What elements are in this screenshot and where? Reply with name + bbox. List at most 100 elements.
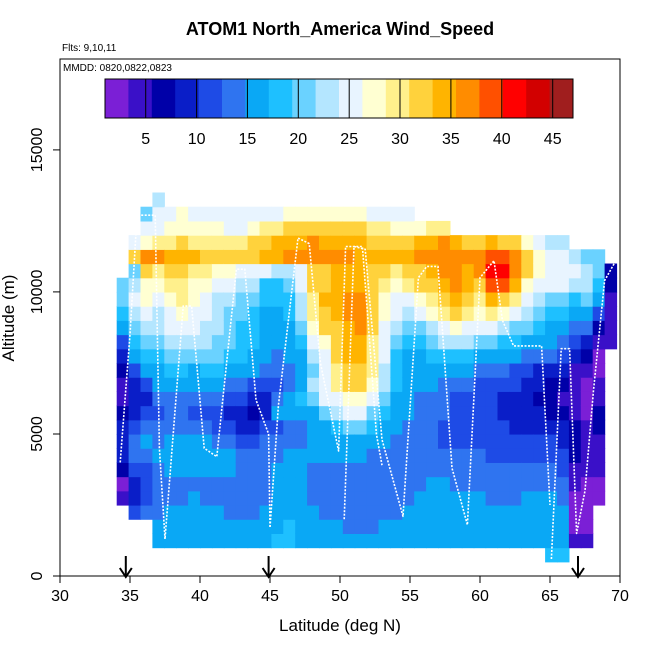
heat-cell: [283, 291, 296, 307]
heat-cell: [211, 533, 225, 549]
heat-cell: [152, 306, 165, 321]
colorbar-segment: [222, 79, 246, 118]
heat-cell: [319, 306, 332, 321]
heat-cell: [568, 320, 582, 336]
heat-cell: [200, 220, 213, 236]
heat-cell: [485, 476, 499, 492]
heat-cell: [366, 504, 380, 520]
heat-cell: [557, 504, 570, 520]
heat-cell: [521, 277, 534, 293]
heat-cell: [438, 291, 451, 307]
heat-cell: [342, 504, 356, 520]
heat-cell: [473, 504, 487, 520]
heat-cell: [330, 490, 344, 506]
heat-cell: [283, 263, 296, 279]
heat-cell: [485, 504, 499, 520]
heat-cell: [128, 476, 142, 492]
heat-cell: [235, 220, 249, 236]
heat-cell: [307, 533, 320, 549]
heat-cell: [414, 519, 427, 534]
heat-cell: [557, 320, 570, 336]
heat-cell: [283, 277, 296, 293]
heat-cell: [271, 419, 284, 435]
heat-cell: [557, 348, 570, 364]
heat-cell: [188, 362, 201, 378]
heat-cell: [533, 291, 546, 307]
heat-cell: [283, 362, 296, 378]
heat-cell: [497, 291, 510, 307]
heat-cell: [545, 235, 558, 250]
heat-cell: [557, 462, 570, 478]
dates-label: MMDD: 0820,0822,0823: [63, 63, 172, 74]
heat-cell: [330, 433, 344, 449]
colorbar-segment: [385, 79, 410, 118]
heat-cell: [414, 220, 427, 236]
heat-cell: [295, 206, 308, 222]
colorbar-tick-label: 25: [340, 131, 358, 148]
heat-cell: [235, 348, 249, 364]
heat-cell: [271, 362, 284, 378]
heat-cell: [378, 235, 391, 250]
heat-cell: [295, 320, 308, 336]
heat-cell: [402, 291, 415, 307]
heat-cell: [366, 306, 380, 321]
heat-cell: [473, 533, 487, 549]
heat-cell: [426, 448, 439, 463]
heat-cell: [521, 419, 534, 435]
x-axis-label: Latitude (deg N): [279, 616, 401, 635]
heat-cell: [152, 235, 165, 250]
heat-cell: [295, 263, 308, 279]
heat-cell: [307, 220, 320, 236]
heat-cell: [366, 405, 380, 421]
heat-cell: [223, 362, 237, 378]
heat-cell: [188, 419, 201, 435]
heat-cell: [188, 533, 201, 549]
flight-tracks: [119, 214, 620, 560]
heat-cell: [200, 206, 213, 222]
heat-cell: [140, 249, 153, 265]
heat-cell: [378, 476, 391, 492]
heat-cell: [580, 519, 594, 534]
heat-cell: [235, 320, 249, 336]
heat-cell: [247, 504, 261, 520]
heat-cell: [235, 462, 249, 478]
x-tick-label: 35: [121, 588, 139, 605]
heat-cell: [164, 348, 177, 364]
heat-cell: [200, 476, 213, 492]
heat-cell: [509, 533, 522, 549]
heat-cell: [140, 306, 153, 321]
heat-cell: [473, 433, 487, 449]
x-tick-label: 65: [541, 588, 559, 605]
heat-cell: [390, 405, 403, 421]
heat-cell: [283, 504, 296, 520]
heat-cell: [461, 377, 475, 392]
heat-cell: [545, 320, 558, 336]
heat-cell: [592, 277, 606, 293]
heat-cell: [580, 291, 594, 307]
heat-cell: [342, 448, 356, 463]
heat-cell: [330, 504, 344, 520]
heat-cell: [568, 448, 582, 463]
heat-cell: [200, 504, 213, 520]
colorbar-segment: [339, 79, 363, 118]
heat-cell: [295, 348, 308, 364]
heat-cell: [164, 377, 177, 392]
heat-cell: [283, 405, 296, 421]
heat-cell: [211, 206, 225, 222]
heat-cell: [307, 362, 320, 378]
heat-cell: [473, 377, 487, 392]
heat-cell: [426, 391, 439, 407]
heat-cell: [521, 334, 534, 350]
heat-cell: [366, 235, 380, 250]
heat-cell: [164, 448, 177, 463]
heat-cell: [140, 277, 153, 293]
heat-cell: [128, 490, 142, 506]
heat-cell: [164, 533, 177, 549]
heat-cell: [414, 448, 427, 463]
heat-cell: [414, 320, 427, 336]
heat-cell: [247, 476, 261, 492]
heat-cell: [152, 277, 165, 293]
heat-cell: [271, 490, 284, 506]
chart-title: ATOM1 North_America Wind_Speed: [186, 19, 494, 39]
heat-cell: [461, 533, 475, 549]
